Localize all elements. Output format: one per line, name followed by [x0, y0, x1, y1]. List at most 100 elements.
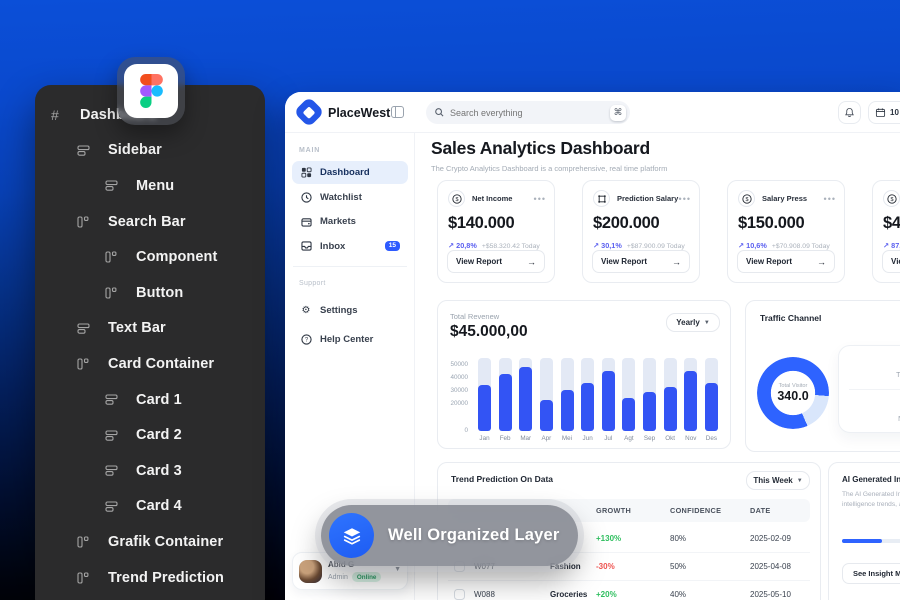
svg-text:$: $ — [890, 197, 893, 203]
sidebar-item-watchlist[interactable]: Watchlist — [292, 186, 408, 209]
figma-app-icon — [117, 57, 185, 125]
layer-label: Card 2 — [136, 427, 182, 444]
chevron-down-icon: ▼ — [703, 319, 710, 326]
layer-row-card-1[interactable]: Card 1 — [35, 382, 265, 418]
search-input[interactable] — [450, 107, 610, 118]
hstack-icon — [103, 180, 119, 192]
search-bar[interactable]: ⌘ — [426, 101, 630, 124]
range-dropdown[interactable]: Yearly ▼ — [666, 313, 720, 332]
bar-track — [560, 358, 574, 431]
stat-label: Prediction Salary — [617, 194, 679, 203]
sidebar-item-help-center[interactable]: ? Help Center — [292, 328, 408, 351]
more-options-icon[interactable]: ••• — [533, 193, 546, 204]
cell-confidence: 40% — [670, 590, 687, 599]
frame-icon — [593, 190, 610, 207]
layer-row-text-bar[interactable]: Text Bar — [35, 311, 265, 347]
date-picker[interactable]: 10 M — [868, 101, 900, 124]
layer-row-card-container[interactable]: Card Container — [35, 346, 265, 382]
search-icon — [435, 108, 444, 117]
x-axis: Jan Feb Mar Apr Mei Jun Jul Agt Sep Okt Nov Des — [478, 435, 718, 442]
brand-name: PlaceWest — [328, 106, 391, 120]
sidebar-item-label: Dashboard — [320, 167, 370, 178]
bar-track — [581, 358, 595, 431]
layer-row-sidebar[interactable]: Sidebar — [35, 133, 265, 169]
bell-icon — [845, 107, 854, 118]
sidebar-item-settings[interactable]: ⚙ Settings — [292, 299, 408, 322]
sidebar-item-inbox[interactable]: Inbox 15 — [292, 235, 408, 258]
dashboard-mockup: PlaceWest ⌘ 10 M MAIN Dashboard Watchlist… — [285, 92, 900, 600]
wallet-icon — [300, 217, 312, 227]
layer-label: Trend Prediction — [108, 569, 225, 586]
x-tick-label: Nov — [685, 435, 697, 442]
collapse-sidebar-icon[interactable] — [391, 105, 404, 123]
y-axis: 0 20000 30000 40000 50000 — [448, 358, 474, 434]
bar — [478, 385, 491, 431]
layer-row-card-3[interactable]: Card 3 — [35, 453, 265, 489]
view-report-button[interactable]: View Report → — [737, 250, 835, 273]
sidebar-item-markets[interactable]: Markets — [292, 210, 408, 233]
bar-track — [601, 358, 615, 431]
page-subtitle: The Crypto Analytics Dashboard is a comp… — [431, 164, 668, 173]
cell-confidence: 50% — [670, 562, 687, 571]
layer-row-button[interactable]: Button — [35, 275, 265, 311]
table-row[interactable]: W088 Groceries +20% 40% 2025-05-10 — [448, 581, 810, 600]
layer-label: Card Container — [108, 355, 215, 372]
nav-section-support: Support — [299, 280, 326, 287]
trend-up-icon: ↗ 87,2% — [883, 241, 900, 250]
layer-row-trend-prediction[interactable]: Trend Prediction — [35, 560, 265, 596]
notifications-button[interactable] — [838, 101, 861, 124]
stat-value: $450 — [883, 214, 900, 232]
hstack-icon — [103, 501, 119, 512]
sidebar-item-label: Watchlist — [320, 191, 362, 203]
cell-growth: +20% — [596, 590, 617, 599]
view-report-button[interactable]: View R→ — [882, 250, 900, 273]
stat-label: Net Income — [472, 194, 513, 203]
layer-label: Search Bar — [108, 213, 186, 230]
chevron-down-icon: ▼ — [796, 477, 803, 484]
trend-up-icon: ↗ 30,1% — [593, 241, 622, 250]
layer-label: Card 1 — [136, 391, 182, 408]
bar — [704, 383, 718, 431]
more-options-icon[interactable]: ••• — [823, 193, 836, 204]
sidebar-item-label: Markets — [320, 216, 356, 227]
layer-row-card-4[interactable]: Card 4 — [35, 489, 265, 525]
ai-body: The AI Generated Insight into actionable… — [842, 491, 900, 509]
trend-up-icon: ↗ 10,6% — [738, 241, 767, 250]
cell-id: W088 — [474, 590, 495, 599]
clock-icon — [300, 191, 312, 203]
row-checkbox[interactable] — [454, 589, 465, 600]
vstack-icon — [103, 251, 119, 263]
bar — [560, 390, 574, 431]
sidebar-item-dashboard[interactable]: Dashboard — [292, 161, 408, 184]
layer-row-menu[interactable]: Menu — [35, 168, 265, 204]
bar — [519, 367, 533, 431]
stat-sub: +$58.320.42 Today — [481, 243, 540, 250]
vstack-icon — [103, 287, 119, 299]
bar — [539, 400, 553, 431]
layer-row-card-2[interactable]: Card 2 — [35, 417, 265, 453]
chevron-down-icon[interactable]: ▼ — [394, 566, 401, 573]
stat-sub: +$70.908.09 Today — [771, 243, 830, 250]
view-report-button[interactable]: View Report → — [447, 250, 545, 273]
sidebar-item-label: Help Center — [320, 334, 374, 345]
bar — [643, 392, 656, 431]
nav-section-main: MAIN — [299, 147, 321, 154]
more-options-icon[interactable]: ••• — [678, 193, 691, 204]
layer-row-component[interactable]: Component — [35, 239, 265, 275]
view-report-button[interactable]: View Report → — [592, 250, 690, 273]
see-insight-button[interactable]: See Insight More — [842, 563, 900, 584]
app-header: PlaceWest ⌘ 10 M — [285, 92, 900, 133]
bar — [601, 371, 615, 431]
y-tick-label: 50000 — [450, 360, 468, 368]
trend-up-icon: ↗ 20,8% — [448, 241, 477, 250]
bar — [622, 398, 636, 431]
command-key-icon[interactable]: ⌘ — [610, 104, 626, 121]
week-dropdown[interactable]: This Week ▼ — [746, 471, 810, 490]
layer-row-search-bar[interactable]: Search Bar — [35, 204, 265, 240]
layer-row-grafik-container[interactable]: Grafik Container — [35, 524, 265, 560]
arrow-right-icon: → — [672, 256, 681, 267]
vstack-icon — [75, 358, 91, 370]
help-icon: ? — [300, 334, 312, 345]
figma-logo-icon — [124, 64, 178, 118]
traffic-stats: $100.000 Total Revenue ⓘ $80.500 Net Rev… — [838, 345, 900, 433]
